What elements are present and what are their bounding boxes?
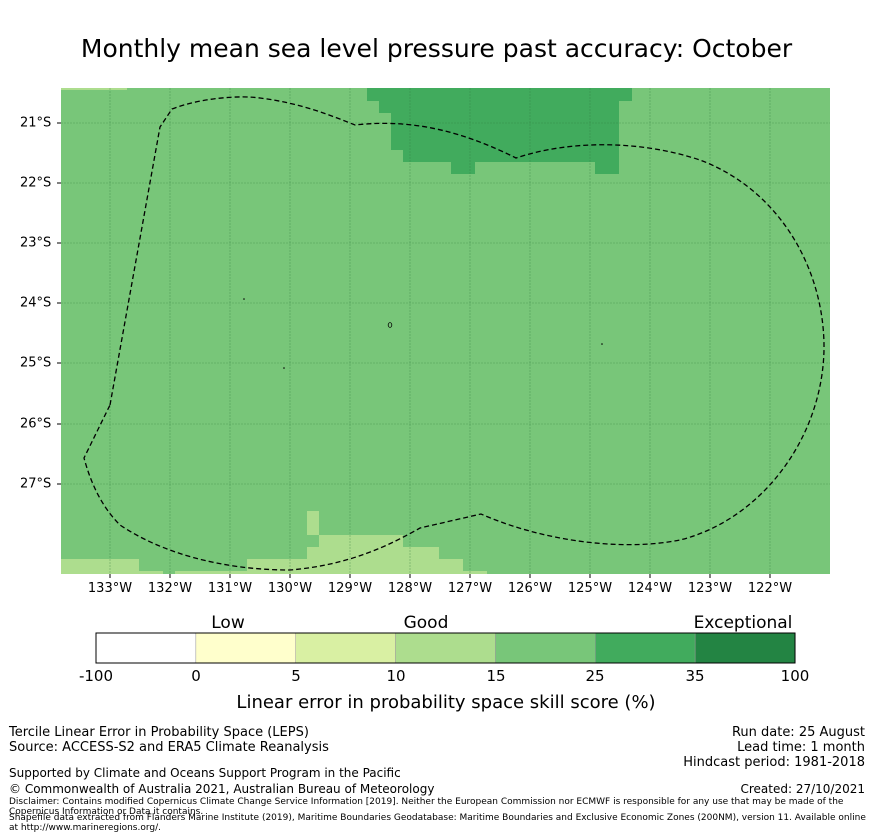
low-skill-region: [61, 88, 487, 574]
high-skill-region: [355, 88, 632, 174]
lon-label: 133°W: [87, 581, 133, 596]
colorbar-segment: [395, 632, 496, 664]
colorbar-segment: [195, 632, 296, 664]
map-background: [61, 88, 830, 574]
lon-label: 128°W: [387, 581, 433, 596]
lon-label: 129°W: [327, 581, 373, 596]
island: [387, 322, 393, 328]
colorbar-segment: [495, 632, 596, 664]
lon-label: 131°W: [207, 581, 253, 596]
footer-copyright: © Commonwealth of Australia 2021, Austra…: [9, 782, 435, 796]
run-date: Run date: 25 August: [731, 725, 865, 740]
colorbar-segment: [295, 632, 396, 664]
colorbar-tick: -100: [78, 667, 114, 685]
hindcast-period: Hindcast period: 1981-2018: [683, 755, 865, 770]
colorbar-segment: [595, 632, 696, 664]
colorbar-tick: 15: [486, 667, 506, 685]
lat-label: 22°S: [20, 175, 52, 191]
lon-label: 124°W: [627, 581, 673, 596]
lon-label: 123°W: [687, 581, 733, 596]
lon-label: 122°W: [747, 581, 793, 596]
colorbar-tick: 100: [780, 667, 810, 685]
island: [283, 367, 285, 369]
colorbar-tick: 5: [291, 667, 301, 685]
lat-label: 24°S: [20, 295, 52, 311]
lat-label: 21°S: [20, 115, 52, 131]
lat-label: 25°S: [20, 355, 52, 371]
footer-support: Supported by Climate and Oceans Support …: [9, 766, 401, 780]
colorbar-outline: [95, 632, 796, 664]
map-grid: [61, 88, 830, 574]
island: [601, 343, 603, 345]
lead-time: Lead time: 1 month: [737, 740, 865, 755]
footer-disclaimer: Disclaimer: Contains modified Copernicus…: [9, 797, 844, 817]
colorbar: [95, 632, 796, 664]
colorbar-title: Linear error in probability space skill …: [236, 692, 656, 713]
colorbar-segment: [95, 632, 197, 664]
colorbar-tick: 35: [685, 667, 705, 685]
footer-method: Tercile Linear Error in Probability Spac…: [9, 725, 309, 740]
colorbar-tick: 10: [386, 667, 406, 685]
colorbar-tick: 0: [191, 667, 201, 685]
colorbar-category-low: Low: [211, 613, 245, 633]
lon-label: 127°W: [447, 581, 493, 596]
lon-label: 125°W: [567, 581, 613, 596]
lat-label: 23°S: [20, 235, 52, 251]
lon-label: 130°W: [267, 581, 313, 596]
page-title: Monthly mean sea level pressure past acc…: [80, 34, 793, 63]
created-date: Created: 27/10/2021: [740, 782, 865, 796]
colorbar-tick: 25: [585, 667, 605, 685]
axis-ticks: [57, 122, 771, 578]
island: [243, 298, 245, 300]
footer-shapefile-credit: Shapefile data extracted from Flanders M…: [9, 813, 866, 833]
lon-label: 126°W: [507, 581, 553, 596]
colorbar-category-exceptional: Exceptional: [693, 613, 793, 633]
eez-boundary: [83, 96, 825, 571]
footer-source: Source: ACCESS-S2 and ERA5 Climate Reana…: [9, 740, 329, 755]
colorbar-segment: [694, 632, 796, 664]
lat-label: 27°S: [20, 476, 52, 492]
colorbar-category-good: Good: [403, 613, 449, 633]
lat-label: 26°S: [20, 416, 52, 432]
lon-label: 132°W: [147, 581, 193, 596]
